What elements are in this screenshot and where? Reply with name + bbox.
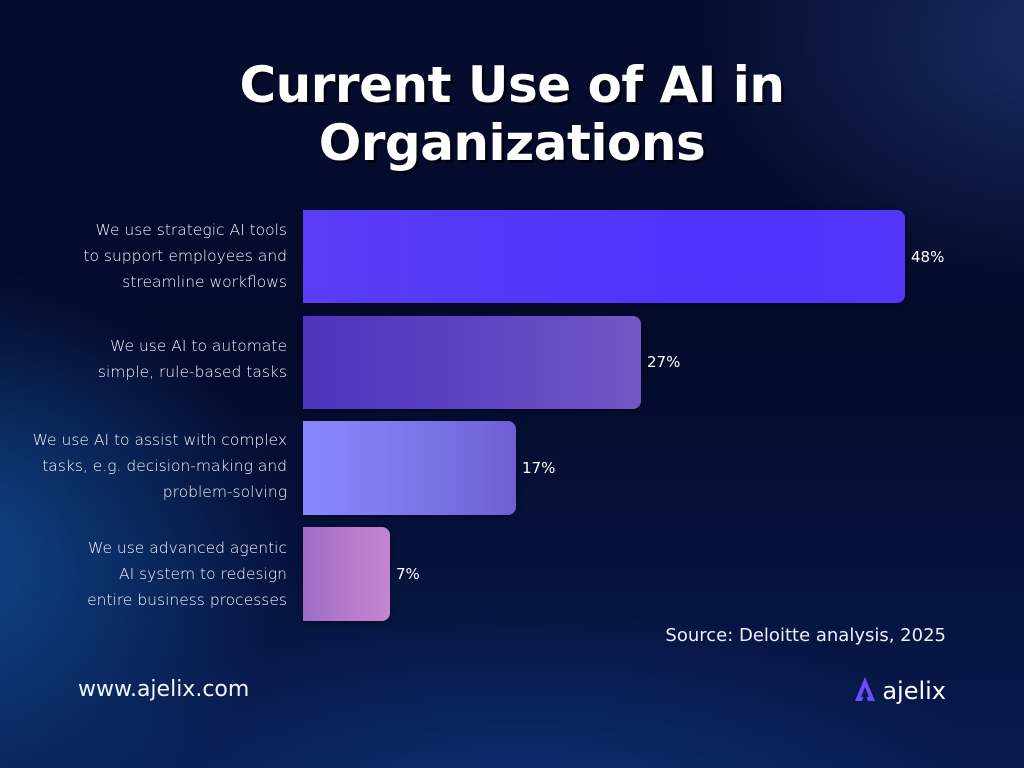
bar-label: We use strategic AI tools to support emp… [83,217,287,295]
website-link[interactable]: www.ajelix.com [78,677,250,702]
label-line: problem-solving [162,483,287,501]
bar [303,210,905,303]
label-line: to support employees and [83,247,287,265]
value-label: 48% [911,248,945,266]
chart-title: Current Use of AI in Organizations [0,56,1024,172]
value-label: 17% [522,459,556,477]
brand-logo: ajelix [854,676,946,706]
value-label: 27% [647,353,681,371]
label-line: We use advanced agentic [88,539,287,557]
title-line-1: Current Use of AI in [239,56,785,114]
label-line: simple, rule-based tasks [97,363,287,381]
label-line: AI system to redesign [118,565,287,583]
label-line: We use AI to assist with complex [32,431,287,449]
label-line: We use AI to automate [110,337,287,355]
ajelix-logo-icon [854,676,876,706]
value-label: 7% [396,565,420,583]
bar [303,421,516,515]
label-line: streamline workflows [122,273,287,291]
bar [303,527,390,621]
label-line: entire business processes [87,591,287,609]
bar-label: We use advanced agentic AI system to red… [87,535,287,613]
bar-label: We use AI to assist with complex tasks, … [33,427,287,505]
label-line: tasks, e.g. decision-making and [42,457,287,475]
bar-label: We use AI to automate simple, rule-based… [98,333,287,385]
brand-name: ajelix [882,677,946,705]
label-line: We use strategic AI tools [95,221,287,239]
source-note: Source: Deloitte analysis, 2025 [665,625,946,646]
title-line-2: Organizations [318,114,706,172]
bar [303,316,641,409]
